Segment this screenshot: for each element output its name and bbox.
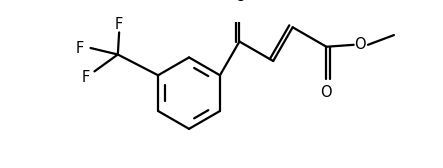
Text: F: F: [81, 70, 89, 85]
Text: F: F: [76, 40, 84, 55]
Text: O: O: [321, 85, 332, 100]
Text: O: O: [354, 37, 366, 52]
Text: F: F: [115, 17, 123, 32]
Text: O: O: [233, 0, 245, 4]
